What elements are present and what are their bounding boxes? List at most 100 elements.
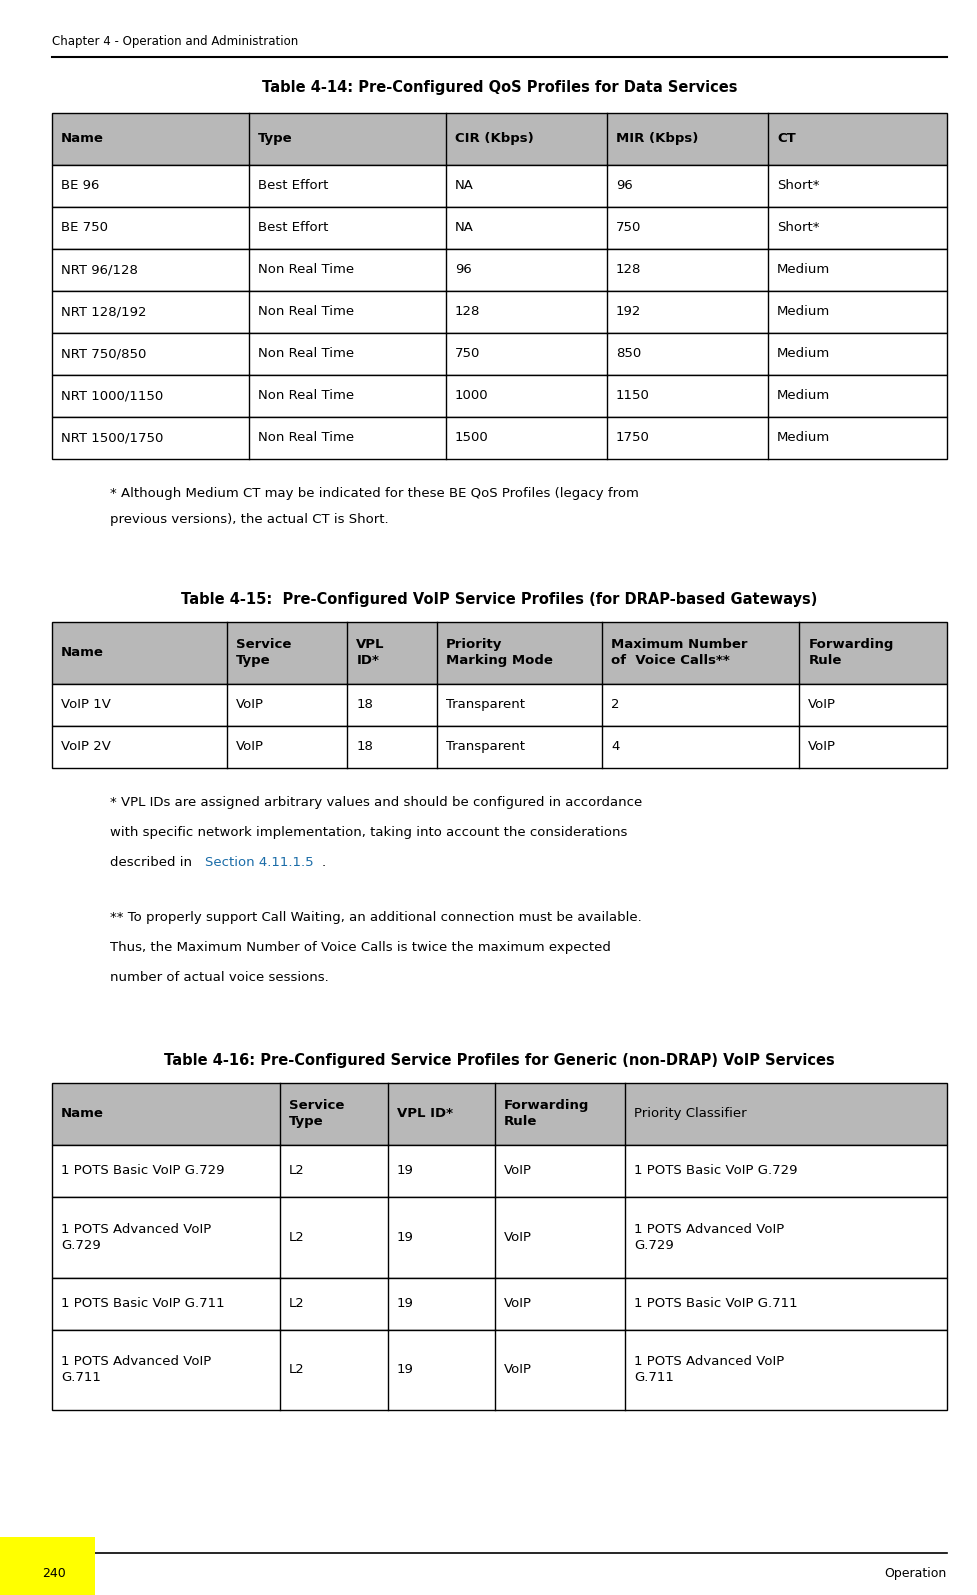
- Text: 128: 128: [616, 263, 641, 276]
- Text: Non Real Time: Non Real Time: [258, 389, 354, 402]
- Text: 1750: 1750: [616, 432, 650, 445]
- Text: NRT 1500/1750: NRT 1500/1750: [61, 432, 163, 445]
- Text: L2: L2: [289, 1297, 305, 1309]
- Text: Service
Type: Service Type: [289, 1099, 345, 1129]
- Text: previous versions), the actual CT is Short.: previous versions), the actual CT is Sho…: [110, 514, 389, 526]
- Text: Service
Type: Service Type: [235, 638, 291, 667]
- Text: described in: described in: [110, 857, 196, 869]
- Bar: [52, 1330, 947, 1410]
- Bar: [52, 416, 947, 459]
- Text: Forwarding
Rule: Forwarding Rule: [504, 1099, 589, 1129]
- Text: 19: 19: [397, 1231, 413, 1244]
- Text: Thus, the Maximum Number of Voice Calls is twice the maximum expected: Thus, the Maximum Number of Voice Calls …: [110, 941, 611, 954]
- Text: 128: 128: [455, 306, 480, 319]
- Text: Best Effort: Best Effort: [258, 180, 328, 193]
- Text: 96: 96: [455, 263, 472, 276]
- Text: 19: 19: [397, 1297, 413, 1309]
- Text: Transparent: Transparent: [446, 740, 525, 753]
- Text: L2: L2: [289, 1364, 305, 1376]
- Text: 1 POTS Basic VoIP G.711: 1 POTS Basic VoIP G.711: [634, 1297, 797, 1309]
- Bar: [52, 1083, 947, 1145]
- Text: Medium: Medium: [777, 348, 830, 360]
- Text: 18: 18: [357, 740, 373, 753]
- Bar: [52, 333, 947, 375]
- Text: 1 POTS Basic VoIP G.729: 1 POTS Basic VoIP G.729: [634, 1164, 797, 1177]
- Text: Name: Name: [61, 132, 104, 145]
- Text: 1 POTS Advanced VoIP
G.729: 1 POTS Advanced VoIP G.729: [634, 1223, 785, 1252]
- Text: Chapter 4 - Operation and Administration: Chapter 4 - Operation and Administration: [52, 35, 298, 48]
- Text: VoIP: VoIP: [504, 1297, 532, 1309]
- Text: Name: Name: [61, 646, 104, 659]
- Text: 2: 2: [612, 699, 620, 711]
- Text: 750: 750: [455, 348, 480, 360]
- Bar: [52, 1196, 947, 1278]
- Text: NRT 1000/1150: NRT 1000/1150: [61, 389, 163, 402]
- Text: Priority Classifier: Priority Classifier: [634, 1107, 746, 1121]
- Text: Table 4-15:  Pre-Configured VoIP Service Profiles (for DRAP-based Gateways): Table 4-15: Pre-Configured VoIP Service …: [182, 592, 818, 608]
- Text: 1 POTS Advanced VoIP
G.729: 1 POTS Advanced VoIP G.729: [61, 1223, 211, 1252]
- Text: VoIP: VoIP: [504, 1231, 532, 1244]
- Text: Priority
Marking Mode: Priority Marking Mode: [446, 638, 553, 667]
- Text: Name: Name: [61, 1107, 104, 1121]
- Text: 19: 19: [397, 1164, 413, 1177]
- Text: VPL ID*: VPL ID*: [397, 1107, 452, 1121]
- Text: * Although Medium CT may be indicated for these BE QoS Profiles (legacy from: * Although Medium CT may be indicated fo…: [110, 486, 639, 499]
- Text: NA: NA: [455, 180, 474, 193]
- Text: 1 POTS Advanced VoIP
G.711: 1 POTS Advanced VoIP G.711: [634, 1356, 785, 1384]
- Text: 192: 192: [616, 306, 641, 319]
- Text: Non Real Time: Non Real Time: [258, 306, 354, 319]
- Text: .: .: [321, 857, 325, 869]
- Text: MIR (Kbps): MIR (Kbps): [616, 132, 699, 145]
- Text: L2: L2: [289, 1231, 305, 1244]
- Bar: [52, 207, 947, 249]
- Text: 1 POTS Basic VoIP G.711: 1 POTS Basic VoIP G.711: [61, 1297, 225, 1309]
- Text: NRT 128/192: NRT 128/192: [61, 306, 147, 319]
- Bar: [52, 113, 947, 164]
- Text: VoIP: VoIP: [504, 1364, 532, 1376]
- Text: Short*: Short*: [777, 180, 820, 193]
- Text: Table 4-16: Pre-Configured Service Profiles for Generic (non-DRAP) VoIP Services: Table 4-16: Pre-Configured Service Profi…: [164, 1053, 835, 1069]
- Text: Best Effort: Best Effort: [258, 222, 328, 234]
- Text: VoIP 2V: VoIP 2V: [61, 740, 110, 753]
- Text: Maximum Number
of  Voice Calls**: Maximum Number of Voice Calls**: [612, 638, 748, 667]
- Text: 240: 240: [42, 1566, 65, 1581]
- Bar: [52, 1278, 947, 1330]
- Text: NRT 96/128: NRT 96/128: [61, 263, 138, 276]
- Text: with specific network implementation, taking into account the considerations: with specific network implementation, ta…: [110, 826, 627, 839]
- Text: Non Real Time: Non Real Time: [258, 348, 354, 360]
- Text: VPL
ID*: VPL ID*: [357, 638, 385, 667]
- Text: VoIP: VoIP: [235, 740, 264, 753]
- Text: 750: 750: [616, 222, 641, 234]
- Bar: [52, 622, 947, 684]
- Bar: [52, 249, 947, 290]
- Text: CT: CT: [777, 132, 795, 145]
- Text: CIR (Kbps): CIR (Kbps): [455, 132, 533, 145]
- Text: BE 96: BE 96: [61, 180, 100, 193]
- Text: 1 POTS Advanced VoIP
G.711: 1 POTS Advanced VoIP G.711: [61, 1356, 211, 1384]
- Text: Non Real Time: Non Real Time: [258, 432, 354, 445]
- Text: VoIP: VoIP: [808, 699, 836, 711]
- Text: NA: NA: [455, 222, 474, 234]
- Text: 1150: 1150: [616, 389, 650, 402]
- Text: 1000: 1000: [455, 389, 488, 402]
- Text: * VPL IDs are assigned arbitrary values and should be configured in accordance: * VPL IDs are assigned arbitrary values …: [110, 796, 642, 809]
- Text: BE 750: BE 750: [61, 222, 108, 234]
- Text: Operation: Operation: [885, 1566, 947, 1581]
- Text: Section 4.11.1.5: Section 4.11.1.5: [205, 857, 314, 869]
- Bar: [52, 1145, 947, 1196]
- Text: Medium: Medium: [777, 263, 830, 276]
- Text: L2: L2: [289, 1164, 305, 1177]
- Text: number of actual voice sessions.: number of actual voice sessions.: [110, 971, 328, 984]
- Bar: [52, 290, 947, 333]
- Text: 850: 850: [616, 348, 641, 360]
- Text: Non Real Time: Non Real Time: [258, 263, 354, 276]
- Bar: [0, 1538, 95, 1595]
- Text: Short*: Short*: [777, 222, 820, 234]
- Text: VoIP 1V: VoIP 1V: [61, 699, 110, 711]
- Text: Forwarding
Rule: Forwarding Rule: [808, 638, 894, 667]
- Text: 4: 4: [612, 740, 619, 753]
- Text: Medium: Medium: [777, 432, 830, 445]
- Text: NRT 750/850: NRT 750/850: [61, 348, 147, 360]
- Text: ** To properly support Call Waiting, an additional connection must be available.: ** To properly support Call Waiting, an …: [110, 911, 642, 924]
- Text: 96: 96: [616, 180, 633, 193]
